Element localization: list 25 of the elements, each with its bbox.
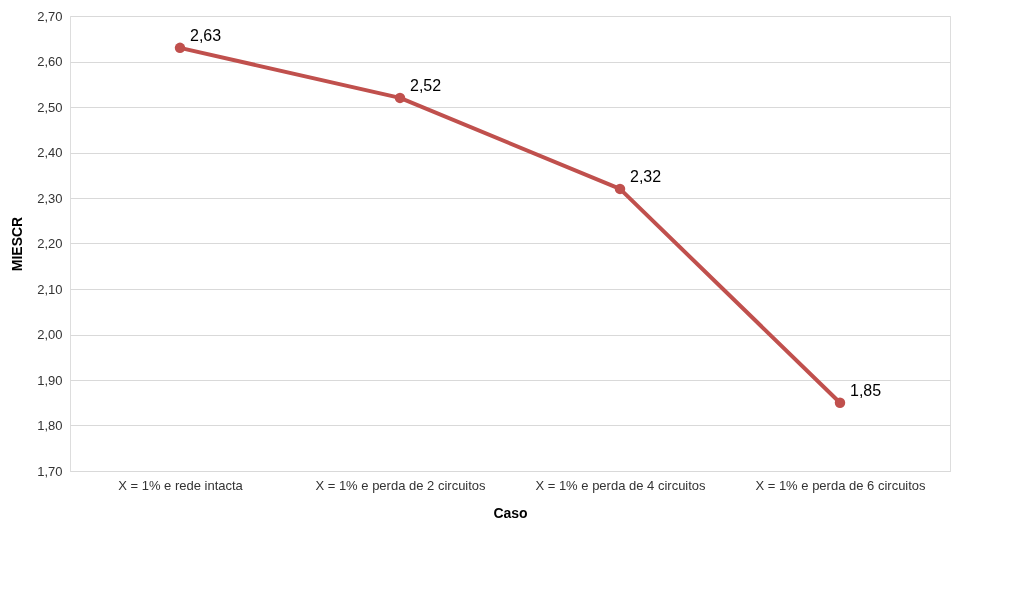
y-tick-label: 2,00 bbox=[37, 327, 63, 342]
y-tick-label: 1,70 bbox=[37, 463, 63, 479]
y-tick-label: 2,50 bbox=[37, 99, 63, 115]
y-tick-label: 2,10 bbox=[37, 281, 63, 297]
data-label: 2,52 bbox=[410, 76, 442, 94]
y-tick-label: 2,30 bbox=[37, 190, 63, 206]
point bbox=[834, 397, 846, 408]
x-tick-label: X = 1% e rede intacta bbox=[118, 477, 244, 493]
y-tick-label: 2,40 bbox=[37, 145, 63, 160]
point bbox=[174, 42, 186, 54]
y-tick-label: 2,60 bbox=[37, 54, 63, 69]
point bbox=[614, 183, 626, 195]
data-label: 2,63 bbox=[190, 26, 222, 44]
data-label: 1,85 bbox=[850, 381, 882, 399]
point bbox=[394, 92, 406, 104]
y-tick-label: 2,70 bbox=[37, 8, 63, 24]
y-tick-label: 1,80 bbox=[37, 418, 63, 433]
x-tick-label: X = 1% e perda de 4 circuitos bbox=[535, 477, 707, 493]
data-label: 2,32 bbox=[630, 167, 662, 185]
y-tick-label: 2,20 bbox=[37, 236, 63, 251]
y-axis-title: MIESCR bbox=[9, 216, 26, 272]
x-tick-label: X = 1% e perda de 6 circuitos bbox=[755, 477, 927, 493]
y-tick-label: 1,90 bbox=[37, 372, 63, 388]
x-axis-title: Caso bbox=[493, 504, 528, 521]
x-tick-label: X = 1% e perda de 2 circuitos bbox=[315, 477, 487, 493]
